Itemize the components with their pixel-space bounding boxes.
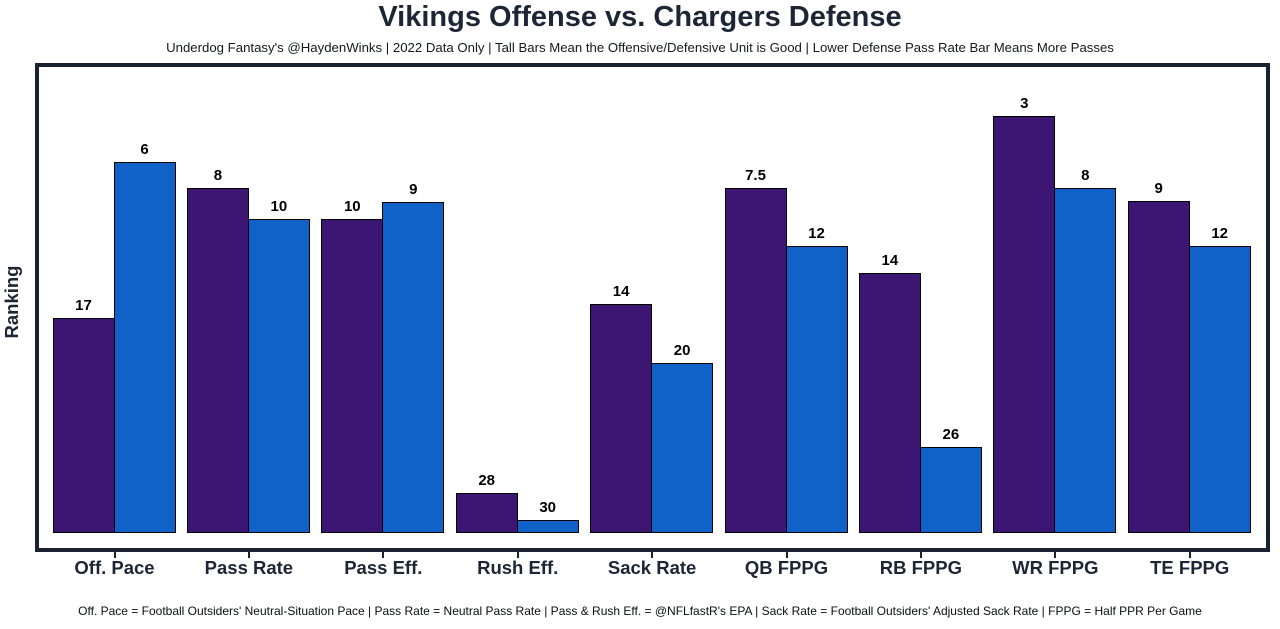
bar-value-label-vikings-offense-qb-fppg: 7.5 xyxy=(745,167,766,184)
bar-vikings-offense-rush-eff xyxy=(455,493,518,533)
bar-value-label-vikings-offense-sack-rate: 14 xyxy=(612,283,630,300)
x-tick-wr-fppg xyxy=(1054,552,1057,558)
x-tick-label-off-pace: Off. Pace xyxy=(74,557,155,578)
x-tick-pass-rate xyxy=(247,552,250,558)
x-tick-label-pass-rate: Pass Rate xyxy=(204,557,294,578)
x-tick-label-te-fppg: TE FPPG xyxy=(1150,557,1230,578)
bar-vikings-offense-wr-fppg xyxy=(993,116,1056,533)
bar-value-label-vikings-offense-rb-fppg: 14 xyxy=(881,252,899,269)
bar-vikings-offense-off-pace xyxy=(52,318,115,533)
bar-chargers-defense-rush-eff xyxy=(516,520,579,533)
bar-value-label-chargers-defense-wr-fppg: 8 xyxy=(1081,167,1090,184)
bar-chargers-defense-rb-fppg xyxy=(919,447,982,533)
x-tick-label-rush-eff: Rush Eff. xyxy=(477,557,559,578)
x-tick-label-qb-fppg: QB FPPG xyxy=(744,557,829,578)
chart-subtitle: Underdog Fantasy's @HaydenWinks | 2022 D… xyxy=(166,40,1114,55)
bar-vikings-offense-sack-rate xyxy=(590,304,653,533)
bar-value-label-vikings-offense-pass-rate: 8 xyxy=(213,167,223,184)
bar-value-label-vikings-offense-wr-fppg: 3 xyxy=(1020,95,1029,112)
bar-chargers-defense-qb-fppg xyxy=(785,246,848,533)
bar-vikings-offense-te-fppg xyxy=(1127,201,1190,533)
x-tick-rush-eff xyxy=(516,552,519,558)
x-tick-qb-fppg xyxy=(785,552,788,558)
bar-value-label-vikings-offense-off-pace: 17 xyxy=(75,297,92,314)
bar-value-label-chargers-defense-sack-rate: 20 xyxy=(673,342,691,359)
bar-value-label-chargers-defense-pass-rate: 10 xyxy=(270,198,288,215)
bar-chargers-defense-pass-rate xyxy=(247,219,310,533)
bar-vikings-offense-pass-rate xyxy=(186,188,249,533)
bar-chargers-defense-te-fppg xyxy=(1188,246,1251,533)
x-tick-off-pace xyxy=(113,552,116,558)
x-tick-sack-rate xyxy=(651,552,654,558)
bar-vikings-offense-pass-eff xyxy=(321,219,384,533)
bar-value-label-vikings-offense-rush-eff: 28 xyxy=(478,472,496,489)
x-tick-label-pass-eff: Pass Eff. xyxy=(344,557,423,578)
chart-title: Vikings Offense vs. Chargers Defense xyxy=(378,1,902,33)
footer-glossary-note: Off. Pace = Football Outsiders' Neutral-… xyxy=(78,604,1202,618)
bar-value-label-chargers-defense-rush-eff: 30 xyxy=(539,499,557,516)
x-tick-te-fppg xyxy=(1188,552,1191,558)
bar-chargers-defense-off-pace xyxy=(113,162,176,533)
bar-chargers-defense-pass-eff xyxy=(382,202,445,533)
bar-chargers-defense-wr-fppg xyxy=(1054,188,1117,533)
x-tick-label-sack-rate: Sack Rate xyxy=(607,557,697,578)
bar-vikings-offense-qb-fppg xyxy=(724,188,787,533)
bar-value-label-vikings-offense-te-fppg: 9 xyxy=(1154,180,1163,197)
bar-value-label-chargers-defense-pass-eff: 9 xyxy=(409,181,418,198)
y-axis-label: Ranking xyxy=(1,265,22,339)
bar-vikings-offense-rb-fppg xyxy=(858,273,921,533)
bar-value-label-chargers-defense-qb-fppg: 12 xyxy=(808,225,825,242)
bar-value-label-chargers-defense-rb-fppg: 26 xyxy=(942,426,960,443)
x-tick-pass-eff xyxy=(382,552,385,558)
x-tick-label-wr-fppg: WR FPPG xyxy=(1012,557,1099,578)
bar-value-label-chargers-defense-off-pace: 6 xyxy=(140,141,149,158)
bar-value-label-vikings-offense-pass-eff: 10 xyxy=(343,198,361,215)
bar-value-label-chargers-defense-te-fppg: 12 xyxy=(1211,225,1229,242)
bar-chargers-defense-sack-rate xyxy=(651,363,714,533)
x-tick-label-rb-fppg: RB FPPG xyxy=(879,557,962,578)
x-tick-rb-fppg xyxy=(919,552,922,558)
